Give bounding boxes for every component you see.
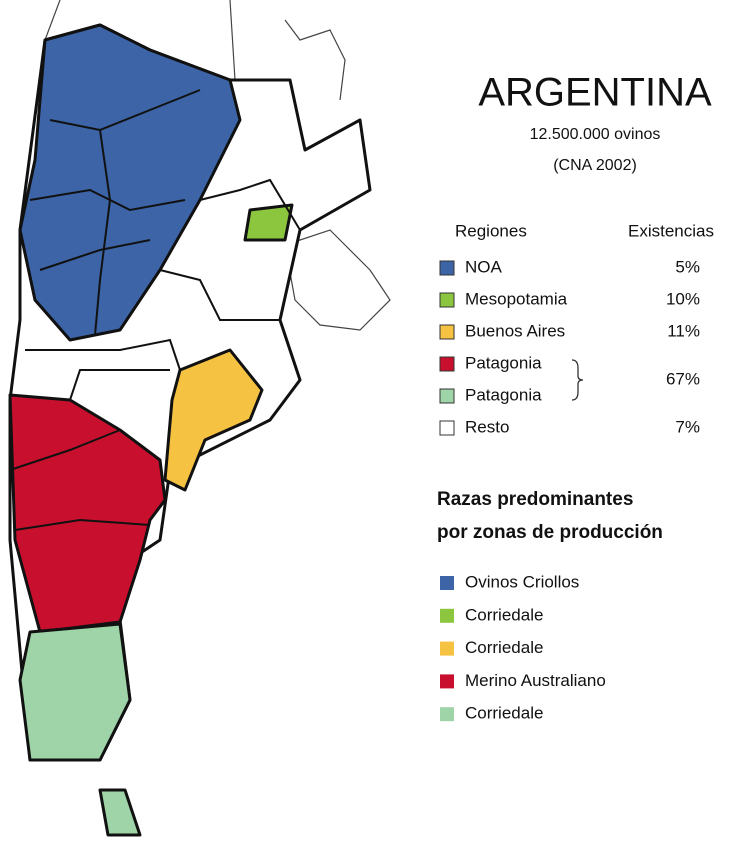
legend-swatch	[439, 292, 455, 308]
legend-swatch	[439, 388, 455, 404]
legend-swatch	[439, 356, 455, 372]
uruguay-outline	[284, 229, 391, 331]
breeds-title: Razas predominantes	[437, 489, 633, 510]
breed-swatch	[440, 608, 454, 623]
legend-header: Existencias	[628, 221, 714, 240]
breed-label: Corriedale	[465, 638, 543, 657]
border-line	[44, 0, 61, 41]
breed-swatch	[440, 641, 454, 656]
province-line	[9, 429, 121, 471]
source: (CNA 2002)	[553, 157, 637, 174]
title: ARGENTINA	[478, 71, 712, 115]
breed-swatch	[440, 707, 454, 722]
breed-label: Merino Australiano	[465, 671, 606, 690]
legend-label: Resto	[465, 417, 509, 436]
region-patagonia-south	[18, 622, 132, 762]
map	[8, 0, 391, 837]
province-line	[159, 269, 280, 321]
region-patagonia-north	[8, 393, 167, 634]
breed-swatch	[440, 576, 454, 590]
region-buenos-aires	[163, 348, 264, 492]
legend-value: 7%	[675, 417, 700, 436]
legend-label: Mesopotamia	[465, 289, 568, 308]
legend-value: 5%	[675, 257, 700, 276]
legend-value: 67%	[666, 369, 700, 388]
legend-label: Patagonia	[465, 385, 542, 404]
region-mesopotamia	[243, 203, 294, 242]
legend-swatch	[439, 420, 455, 436]
province-line	[39, 239, 151, 271]
province-line	[94, 129, 112, 336]
province-line	[199, 178, 301, 231]
legend-label: Patagonia	[465, 353, 542, 372]
border-line	[284, 19, 346, 101]
legend-label: NOA	[465, 257, 503, 276]
legend-value: 10%	[666, 289, 700, 308]
legend-header: Regiones	[455, 221, 527, 240]
breeds-title: por zonas de producción	[437, 522, 663, 543]
regions-legend: NOA 5% Mesopotamia 10% Buenos Aires 11% Patago…	[439, 257, 700, 436]
legend-swatch	[439, 260, 455, 276]
breeds-legend: Ovinos Criollos Corriedale Corriedale Merin…	[440, 572, 606, 723]
legend-brace	[571, 359, 584, 401]
province-line	[49, 89, 201, 132]
breed-label: Ovinos Criollos	[465, 572, 579, 591]
legend-swatch	[439, 324, 455, 340]
region-tierra-del-fuego	[98, 788, 142, 837]
border-line	[229, 0, 236, 81]
region-noa	[18, 23, 242, 342]
breed-label: Corriedale	[465, 704, 543, 723]
province-line	[25, 338, 181, 371]
legend-value: 11%	[667, 321, 700, 340]
breed-label: Corriedale	[465, 605, 543, 624]
province-line	[69, 369, 170, 401]
province-line	[14, 518, 151, 531]
subtitle: 12.500.000 ovinos	[530, 126, 661, 143]
legend-label: Buenos Aires	[465, 321, 565, 340]
breed-swatch	[440, 674, 454, 689]
